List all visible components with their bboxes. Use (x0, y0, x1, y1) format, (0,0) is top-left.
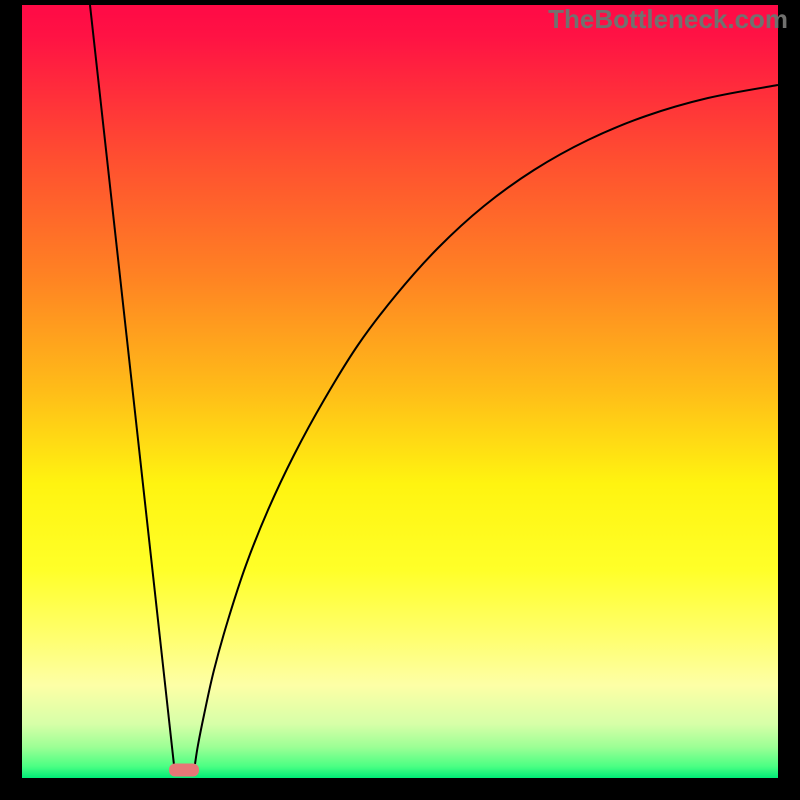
bottleneck-marker (169, 764, 199, 777)
chart-svg (0, 0, 800, 800)
watermark-text: TheBottleneck.com (548, 4, 788, 35)
gradient-background (22, 5, 778, 778)
chart-container: TheBottleneck.com (0, 0, 800, 800)
